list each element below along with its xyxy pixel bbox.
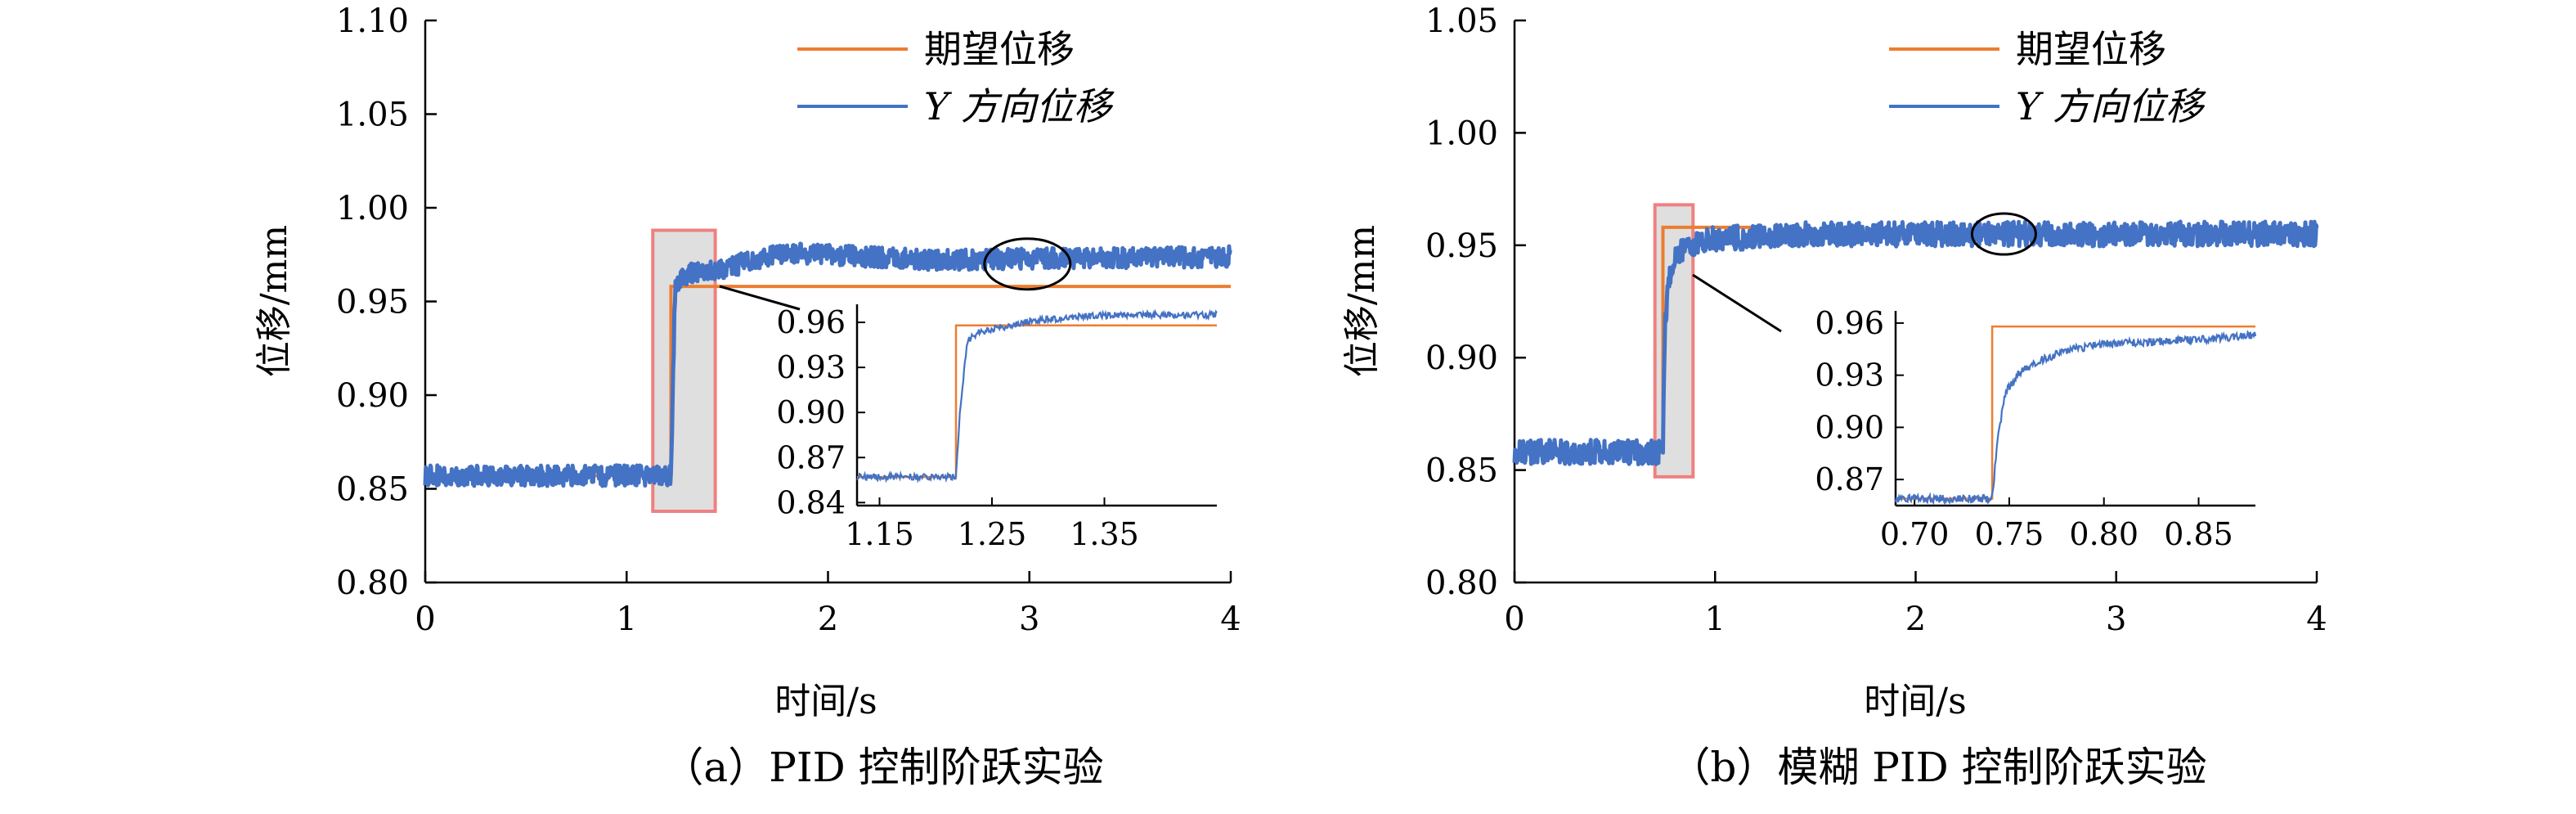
inset-y-tick-label: 0.84 — [776, 484, 846, 520]
x-axis-label: 时间/s — [1864, 681, 1966, 722]
y-tick-label: 1.10 — [336, 2, 409, 40]
inset-x-tick-label: 0.70 — [1880, 516, 1950, 552]
inset-y-tick-label: 0.93 — [1815, 358, 1884, 394]
x-axis-label: 时间/s — [774, 681, 877, 722]
y-tick-label: 0.90 — [1425, 340, 1498, 377]
x-tick-label: 2 — [818, 600, 838, 638]
x-tick-label: 0 — [1504, 600, 1524, 638]
legend-desired-label: 期望位移 — [2016, 27, 2166, 71]
y-tick-label: 0.95 — [1425, 227, 1498, 265]
y-tick-label: 0.90 — [336, 377, 409, 415]
y-tick-label: 1.00 — [1425, 115, 1498, 152]
inset-x-tick-label: 1.35 — [1070, 516, 1139, 552]
panel-caption: （a）PID 控制阶跃实验 — [662, 744, 1103, 791]
inset-series-y-direction-line — [1894, 329, 2257, 506]
y-tick-label: 1.05 — [336, 97, 409, 134]
y-tick-label: 0.80 — [336, 564, 409, 602]
steady-state-ellipse — [1970, 212, 2037, 256]
inset-y-tick-label: 0.90 — [1815, 409, 1884, 445]
inset-background — [1896, 311, 2255, 506]
y-tick-label: 0.85 — [1425, 452, 1498, 490]
panel-caption: （b）模糊 PID 控制阶跃实验 — [1669, 744, 2206, 791]
y-tick-label: 0.95 — [336, 284, 409, 322]
legend-y-direction-label: Y 方向位移 — [924, 84, 1115, 128]
x-tick-label: 4 — [1220, 600, 1241, 638]
x-tick-label: 0 — [415, 600, 435, 638]
inset-x-tick-label: 1.25 — [958, 516, 1027, 552]
inset-y-tick-label: 0.93 — [776, 349, 846, 385]
x-tick-label: 3 — [2106, 600, 2126, 638]
inset-y-tick-label: 0.87 — [776, 439, 846, 475]
y-tick-label: 0.85 — [336, 471, 409, 509]
inset-y-tick-label: 0.87 — [1815, 461, 1884, 497]
legend-desired-label: 期望位移 — [924, 27, 1075, 71]
x-tick-label: 2 — [1905, 600, 1926, 638]
steady-state-ellipse — [983, 237, 1072, 291]
x-tick-label: 1 — [617, 600, 637, 638]
inset-x-tick-label: 0.85 — [2164, 516, 2233, 552]
series-desired-line — [1515, 225, 1760, 454]
inset-series-y-direction-line — [856, 308, 1218, 484]
y-axis-label: 位移/mm — [1341, 225, 1383, 377]
series-y-direction-line — [1512, 219, 2319, 466]
inset-x-tick-label: 1.15 — [845, 516, 914, 552]
inset-x-tick-label: 0.80 — [2069, 516, 2138, 552]
y-tick-label: 1.05 — [1425, 2, 1498, 40]
x-tick-label: 1 — [1705, 600, 1726, 638]
inset-background — [857, 304, 1217, 506]
x-tick-label: 3 — [1019, 600, 1039, 638]
y-tick-label: 0.80 — [1425, 564, 1498, 602]
legend-y-direction-label: Y 方向位移 — [2016, 84, 2206, 128]
y-axis-label: 位移/mm — [254, 225, 295, 377]
inset-y-tick-label: 0.96 — [1815, 305, 1884, 341]
inset-x-tick-label: 0.75 — [1975, 516, 2044, 552]
series-y-direction-line — [423, 241, 1232, 488]
x-tick-label: 4 — [2306, 600, 2327, 638]
inset-y-tick-label: 0.90 — [776, 394, 846, 430]
chart-panel-b: 0.80 0.85 0.90 0.95 1.00 1.05 0 1 2 3 4 时间/s 位移/mm 期望… — [1341, 2, 2327, 791]
chart-panel-a: 0.80 0.85 0.90 0.95 1.00 1.05 1.10 0 1 2 3 4 时间/s 位移/… — [254, 2, 1241, 791]
inset-leader-line — [719, 285, 801, 311]
inset-y-tick-label: 0.96 — [776, 304, 846, 340]
y-tick-label: 1.00 — [336, 190, 409, 227]
inset-leader-line — [1692, 273, 1782, 333]
